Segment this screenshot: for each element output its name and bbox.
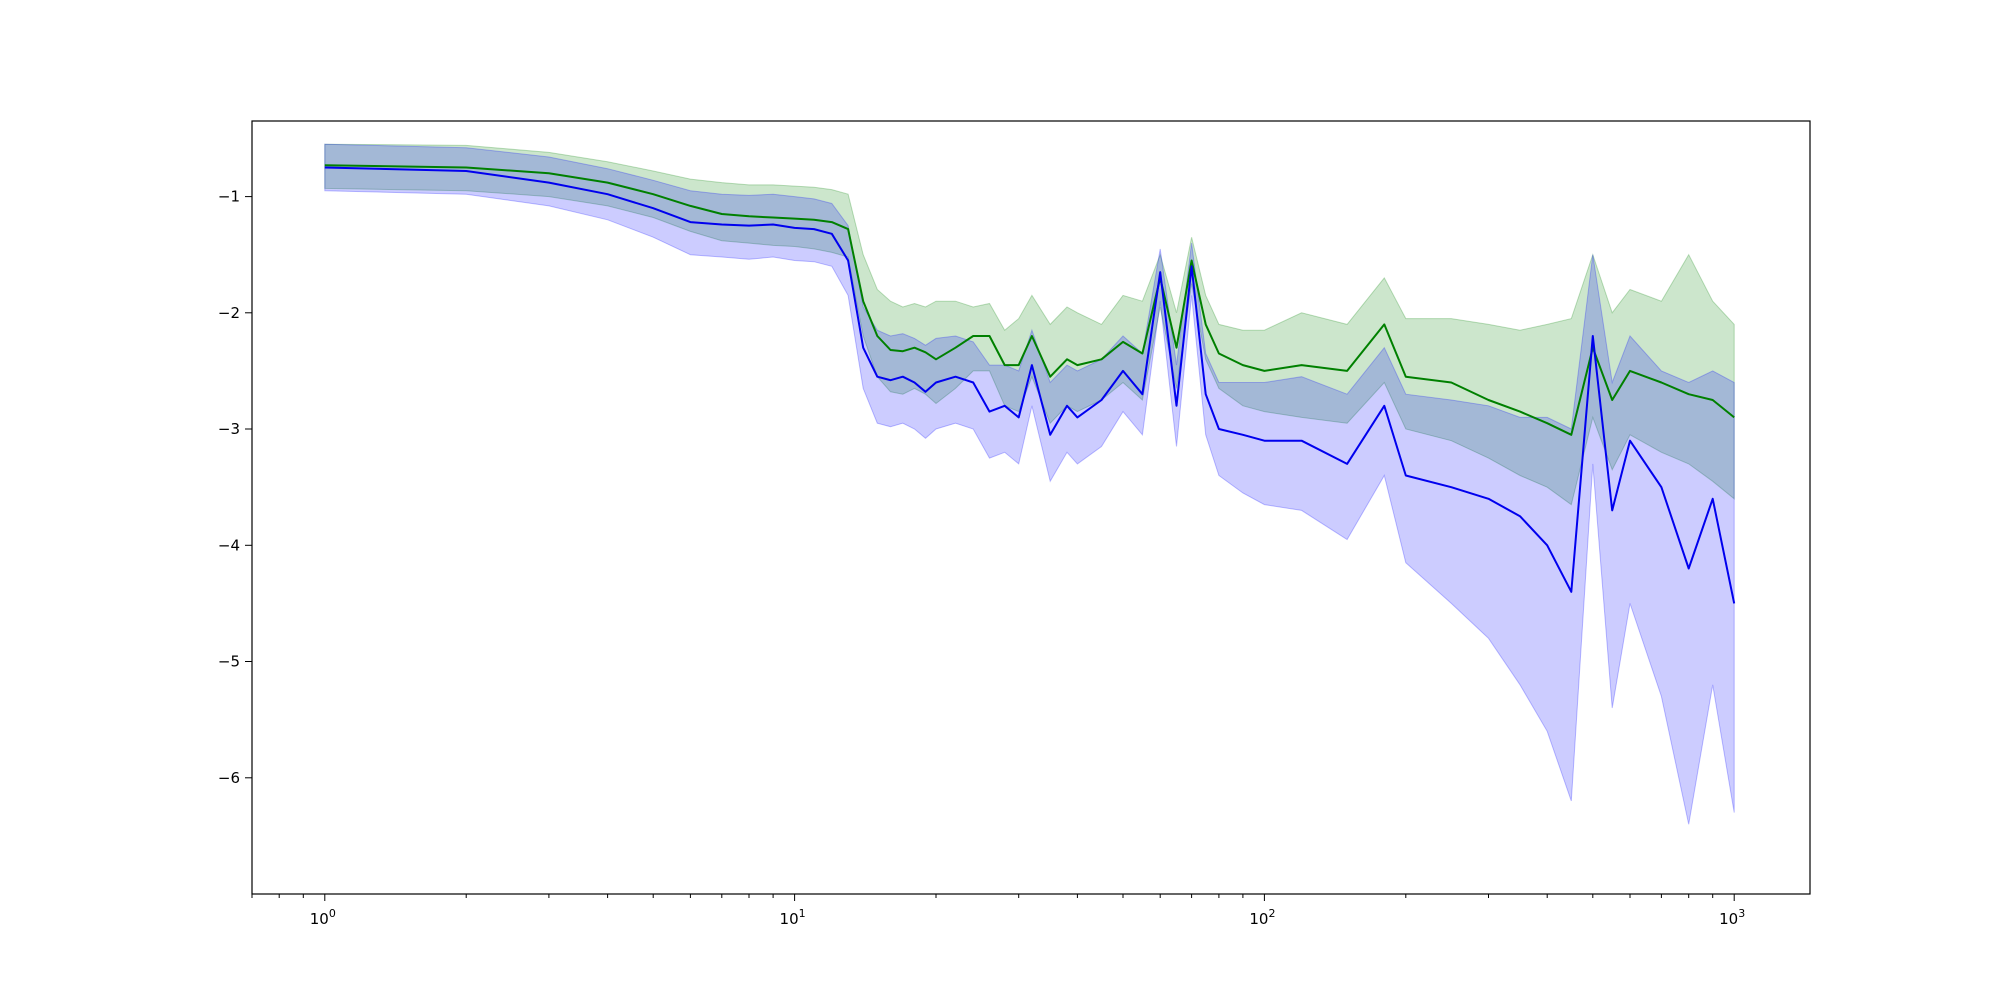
x-tick-label: 102 <box>1249 907 1275 928</box>
y-tick-label: −2 <box>218 304 240 322</box>
y-tick-label: −4 <box>218 536 240 554</box>
series-1-line <box>324 164 1735 436</box>
x-tick-label: 103 <box>1719 907 1745 928</box>
plot-area <box>252 121 1810 894</box>
y-axis: −1 −2 −3 −4 −5 −6 <box>218 188 252 787</box>
y-tick-label: −1 <box>218 188 240 206</box>
plot-frame <box>251 120 1811 895</box>
x-tick-label: 101 <box>780 907 806 928</box>
y-tick-label: −5 <box>218 653 240 671</box>
series-2-band <box>324 143 1735 825</box>
y-tick-label: −6 <box>218 769 240 787</box>
series-2-line <box>324 166 1736 604</box>
series-1-band <box>324 143 1735 506</box>
x-tick-label: 100 <box>310 907 336 928</box>
confidence-bands <box>324 143 1735 825</box>
x-axis: 100 101 102 103 <box>251 894 1745 928</box>
y-tick-label: −3 <box>218 420 240 438</box>
series-lines <box>324 164 1736 604</box>
